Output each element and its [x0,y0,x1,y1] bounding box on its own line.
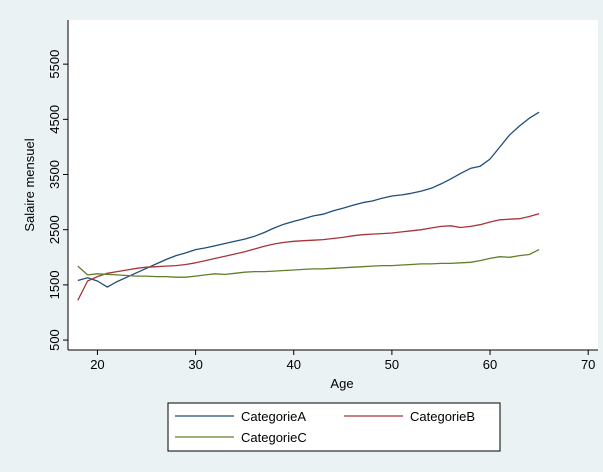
legend-label-categoriea: CategorieA [241,409,306,424]
x-tick-label: 30 [188,357,202,372]
y-tick-label: 2500 [47,215,62,244]
x-tick-label: 70 [581,357,595,372]
y-tick-label: 5500 [47,50,62,79]
y-tick-label: 4500 [47,105,62,134]
x-tick-label: 40 [287,357,301,372]
x-tick-label: 50 [385,357,399,372]
series-line-categoriea [77,111,540,288]
legend-box [167,402,501,452]
y-tick-label: 3500 [47,160,62,189]
y-tick-label: 1500 [47,270,62,299]
legend-items: CategorieA CategorieB CategorieC [175,409,475,445]
series-layer [77,111,540,301]
series-line-categoriec [77,249,540,278]
x-axis-title: Age [330,376,353,391]
y-tick-label: 500 [47,329,62,351]
plot-area [68,20,598,350]
legend-label-categorieb: CategorieB [410,409,475,424]
x-tick-label: 60 [483,357,497,372]
legend: CategorieA CategorieB CategorieC [167,402,501,452]
series-line-categorieb [77,213,540,301]
x-tick-label: 20 [90,357,104,372]
legend-label-categoriec: CategorieC [241,430,307,445]
axes: 500 1500 2500 3500 4500 5500 20 30 40 50 60 70 [47,20,598,372]
y-axis-title: Salaire mensuel [22,138,37,231]
